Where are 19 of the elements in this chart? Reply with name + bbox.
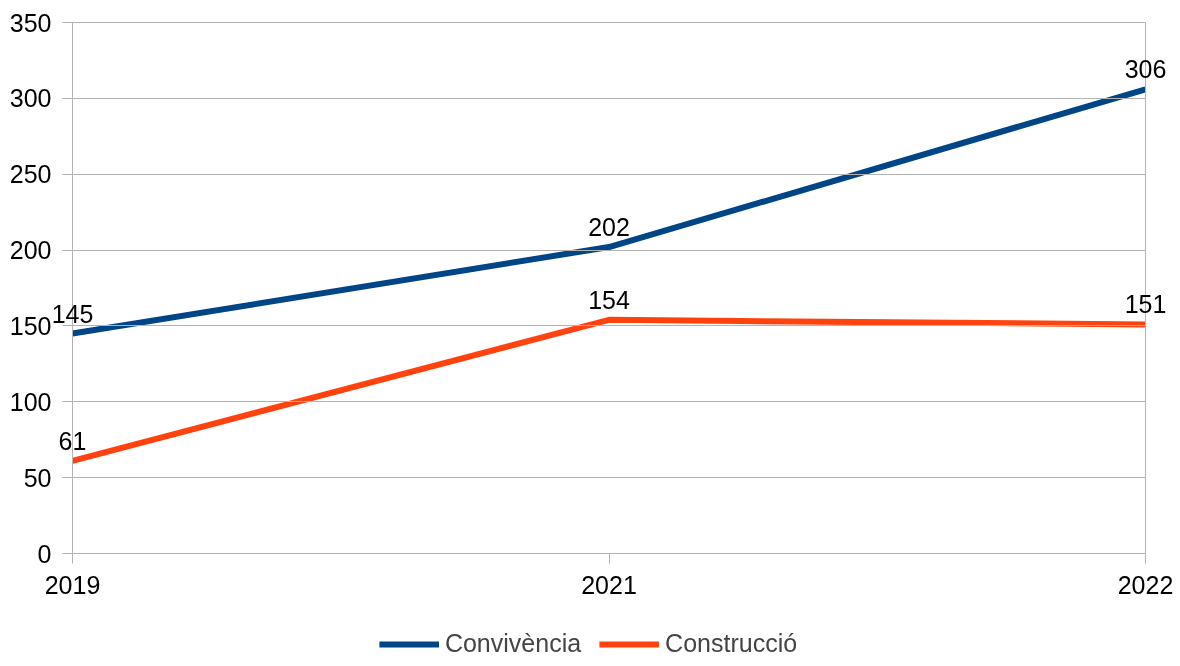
- y-tick-label: 300: [9, 84, 52, 113]
- data-label: 145: [51, 299, 94, 328]
- data-label: 151: [1124, 290, 1167, 319]
- y-tick-label: 50: [23, 463, 52, 492]
- data-label: 154: [588, 285, 630, 314]
- x-tick-label: 2022: [1117, 570, 1174, 599]
- data-label: 61: [58, 426, 87, 455]
- x-tick-label: 2021: [581, 570, 637, 599]
- y-tick-label: 250: [9, 160, 52, 189]
- y-tick-label: 350: [9, 8, 52, 37]
- data-label: 306: [1124, 55, 1167, 84]
- legend-label: Convivència: [444, 629, 582, 658]
- y-tick-label: 100: [9, 387, 52, 416]
- y-tick-label: 200: [9, 236, 52, 265]
- x-tick-label: 2019: [44, 570, 101, 599]
- legend-label: Construcció: [665, 629, 798, 658]
- y-tick-label: 0: [37, 539, 52, 568]
- data-label: 202: [588, 213, 630, 242]
- y-tick-label: 150: [9, 311, 52, 340]
